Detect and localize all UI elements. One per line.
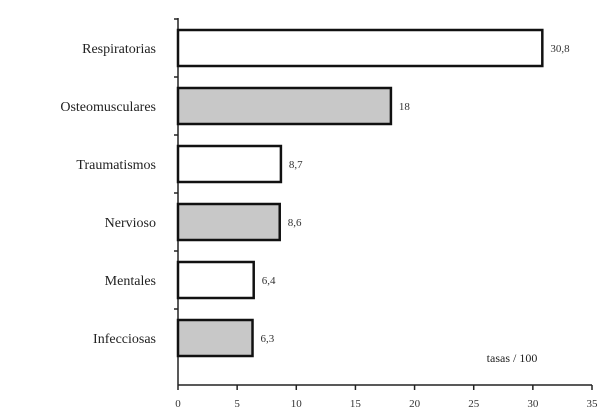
units-annotation: tasas / 100 xyxy=(487,351,538,365)
value-label: 30,8 xyxy=(550,43,570,55)
value-label: 6,3 xyxy=(261,333,275,345)
value-label: 6,4 xyxy=(262,275,276,287)
category-label: Osteomusculares xyxy=(60,100,156,115)
category-label: Mentales xyxy=(105,274,156,289)
bar-nervioso xyxy=(176,202,281,242)
bar-respiratorias xyxy=(176,28,544,68)
category-label: Infecciosas xyxy=(93,332,156,347)
bar-traumatismos xyxy=(176,144,283,184)
bar-mentales xyxy=(176,260,255,300)
x-tick-label: 25 xyxy=(468,398,480,410)
category-label: Nervioso xyxy=(105,216,156,231)
x-tick-label: 30 xyxy=(527,398,539,410)
x-tick-label: 35 xyxy=(587,398,599,410)
bar-infecciosas xyxy=(176,318,254,358)
x-tick-label: 20 xyxy=(409,398,421,410)
category-label: Traumatismos xyxy=(76,158,156,173)
x-tick-label: 10 xyxy=(291,398,303,410)
x-tick-label: 5 xyxy=(234,398,240,410)
bar-osteomusculares xyxy=(176,86,393,126)
x-tick-label: 0 xyxy=(175,398,181,410)
value-label: 18 xyxy=(399,101,411,113)
category-label: Respiratorias xyxy=(82,42,156,57)
value-label: 8,7 xyxy=(289,159,303,171)
x-tick-label: 15 xyxy=(350,398,362,410)
value-label: 8,6 xyxy=(288,217,302,229)
